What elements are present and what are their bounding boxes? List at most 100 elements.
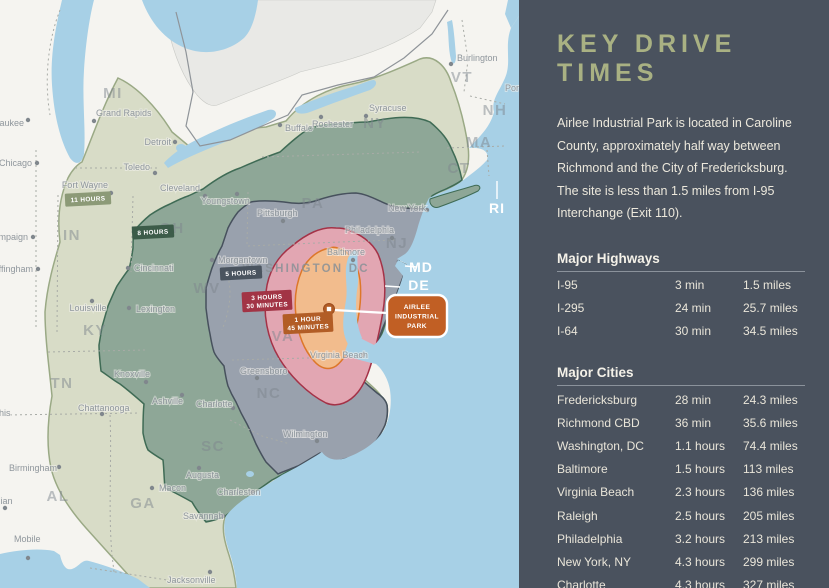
- city-label: Youngstown: [201, 196, 250, 206]
- city-dot: [149, 485, 155, 491]
- badge-text: 30 MINUTES: [246, 301, 288, 310]
- badge-text: 1 HOUR: [294, 316, 321, 324]
- badge-text: 5 HOURS: [225, 269, 257, 278]
- city-dot: [277, 122, 283, 128]
- state-label-pa: PA: [302, 195, 325, 212]
- state-label-mi: MI: [103, 85, 123, 102]
- city-dot: [448, 61, 454, 67]
- cell-distance: 327 miles: [743, 578, 795, 588]
- city-dot: [254, 375, 260, 381]
- city-label: Savannah: [183, 511, 224, 521]
- airlee-industrial-park-badge: AIRLEE INDUSTRIAL PARK: [385, 293, 449, 339]
- state-label-ma: MA: [466, 134, 492, 151]
- table-row: Baltimore 1.5 hours 113 miles: [557, 458, 805, 481]
- site-marker-group: [323, 303, 388, 315]
- cell-name: Virginia Beach: [557, 485, 635, 500]
- table-row: Charlotte 4.3 hours 327 miles: [557, 574, 805, 588]
- city-label: Buffalo: [285, 123, 313, 133]
- state-label-vt: VT: [451, 69, 473, 86]
- city-dot: [280, 218, 286, 224]
- lake-champlain: [447, 20, 456, 64]
- lake-michigan: [51, 0, 94, 163]
- city-label: Chicago: [0, 158, 32, 168]
- city-label: Lexington: [136, 304, 175, 314]
- badge-text: AIRLEE: [404, 304, 431, 311]
- map-label-ri: RI: [489, 200, 505, 216]
- city-dot: [99, 411, 105, 417]
- city-dot: [360, 352, 366, 358]
- section-heading: Major Cities: [557, 365, 805, 387]
- lake-marion: [246, 471, 254, 477]
- city-label: Greensboro: [240, 366, 288, 376]
- table-row: New York, NY 4.3 hours 299 miles: [557, 550, 805, 573]
- city-label: Knoxville: [114, 369, 150, 379]
- city-dot: [202, 193, 208, 199]
- map-svg: MIINOHKYTNALGASCNCWVVAPANJNYVTNHMACTMDDE…: [0, 0, 519, 588]
- city-dot: [350, 257, 356, 263]
- cell-distance: 136 miles: [743, 485, 795, 500]
- cell-name: New York, NY: [557, 554, 632, 569]
- city-dot: [207, 569, 213, 575]
- city-label: Chattanooga: [78, 403, 130, 413]
- badge-background: [282, 311, 334, 335]
- atlantic-ocean: [224, 16, 519, 588]
- table-row: I-95 3 min 1.5 miles: [557, 274, 805, 297]
- drive-time-badge: 5 HOURS: [219, 265, 263, 281]
- city-label: Philadelphia: [345, 225, 394, 235]
- cell-name: I-95: [557, 278, 578, 293]
- state-label-tn: TN: [51, 375, 74, 392]
- badge-text: 3 HOURS: [251, 293, 283, 302]
- badge-background: [241, 289, 293, 313]
- city-dot: [56, 464, 62, 470]
- city-label: New York: [388, 203, 427, 213]
- cell-name: Philadelphia: [557, 531, 623, 546]
- badge-text: 45 MINUTES: [287, 323, 329, 332]
- table-row: Washington, DC 1.1 hours 74.4 miles: [557, 434, 805, 457]
- city-label: Augusta: [186, 470, 219, 480]
- state-label-nj: NJ: [386, 235, 408, 252]
- chesapeake-bay: [343, 250, 362, 344]
- lake-huron: [142, 0, 258, 53]
- cell-distance: 24.3 miles: [743, 392, 798, 407]
- city-label: Fort Wayne: [62, 180, 108, 190]
- city-dot: [249, 489, 255, 495]
- cell-distance: 34.5 miles: [743, 324, 798, 339]
- table-row: I-64 30 min 34.5 miles: [557, 320, 805, 343]
- city-dot: [25, 117, 31, 123]
- city-dot: [424, 207, 430, 213]
- state-label-nc: NC: [257, 385, 282, 402]
- cell-name: Fredericksburg: [557, 392, 638, 407]
- drive-time-map: MIINOHKYTNALGASCNCWVVAPANJNYVTNHMACTMDDE…: [0, 0, 519, 588]
- badge-background: [64, 191, 112, 207]
- city-dot: [230, 405, 236, 411]
- city-dot: [125, 265, 131, 271]
- city-dot: [196, 465, 202, 471]
- state-label-sc: SC: [201, 438, 225, 455]
- city-label: Birmingham: [9, 463, 57, 473]
- cell-name: Charlotte: [557, 578, 606, 588]
- cell-distance: 205 miles: [743, 508, 795, 523]
- city-dot: [143, 379, 149, 385]
- city-dot: [318, 114, 324, 120]
- city-label: Virginia Beach: [310, 350, 368, 360]
- cell-distance: 74.4 miles: [743, 439, 798, 454]
- table-row: Fredericksburg 28 min 24.3 miles: [557, 388, 805, 411]
- city-label: Louisville: [69, 303, 106, 313]
- badge-background: [219, 265, 263, 281]
- cell-time: 4.3 hours: [675, 554, 726, 569]
- city-label: Milwaukee: [0, 118, 24, 128]
- badge-background: [131, 224, 175, 240]
- key-drive-times-panel: KEY DRIVE TIMES Airlee Industrial Park i…: [519, 0, 829, 588]
- map-label-washington-dc: WASHINGTON DC: [242, 263, 369, 275]
- map-label-de: DE: [408, 277, 429, 293]
- city-dot: [172, 139, 178, 145]
- delaware-bay: [395, 260, 410, 277]
- city-label: Morgantown: [218, 255, 268, 265]
- cell-distance: 113 miles: [743, 462, 794, 477]
- state-label-ky: KY: [83, 322, 107, 339]
- city-dot: [30, 234, 36, 240]
- cell-distance: 35.6 miles: [743, 415, 798, 430]
- city-dot: [35, 266, 41, 272]
- state-label-ga: GA: [130, 495, 156, 512]
